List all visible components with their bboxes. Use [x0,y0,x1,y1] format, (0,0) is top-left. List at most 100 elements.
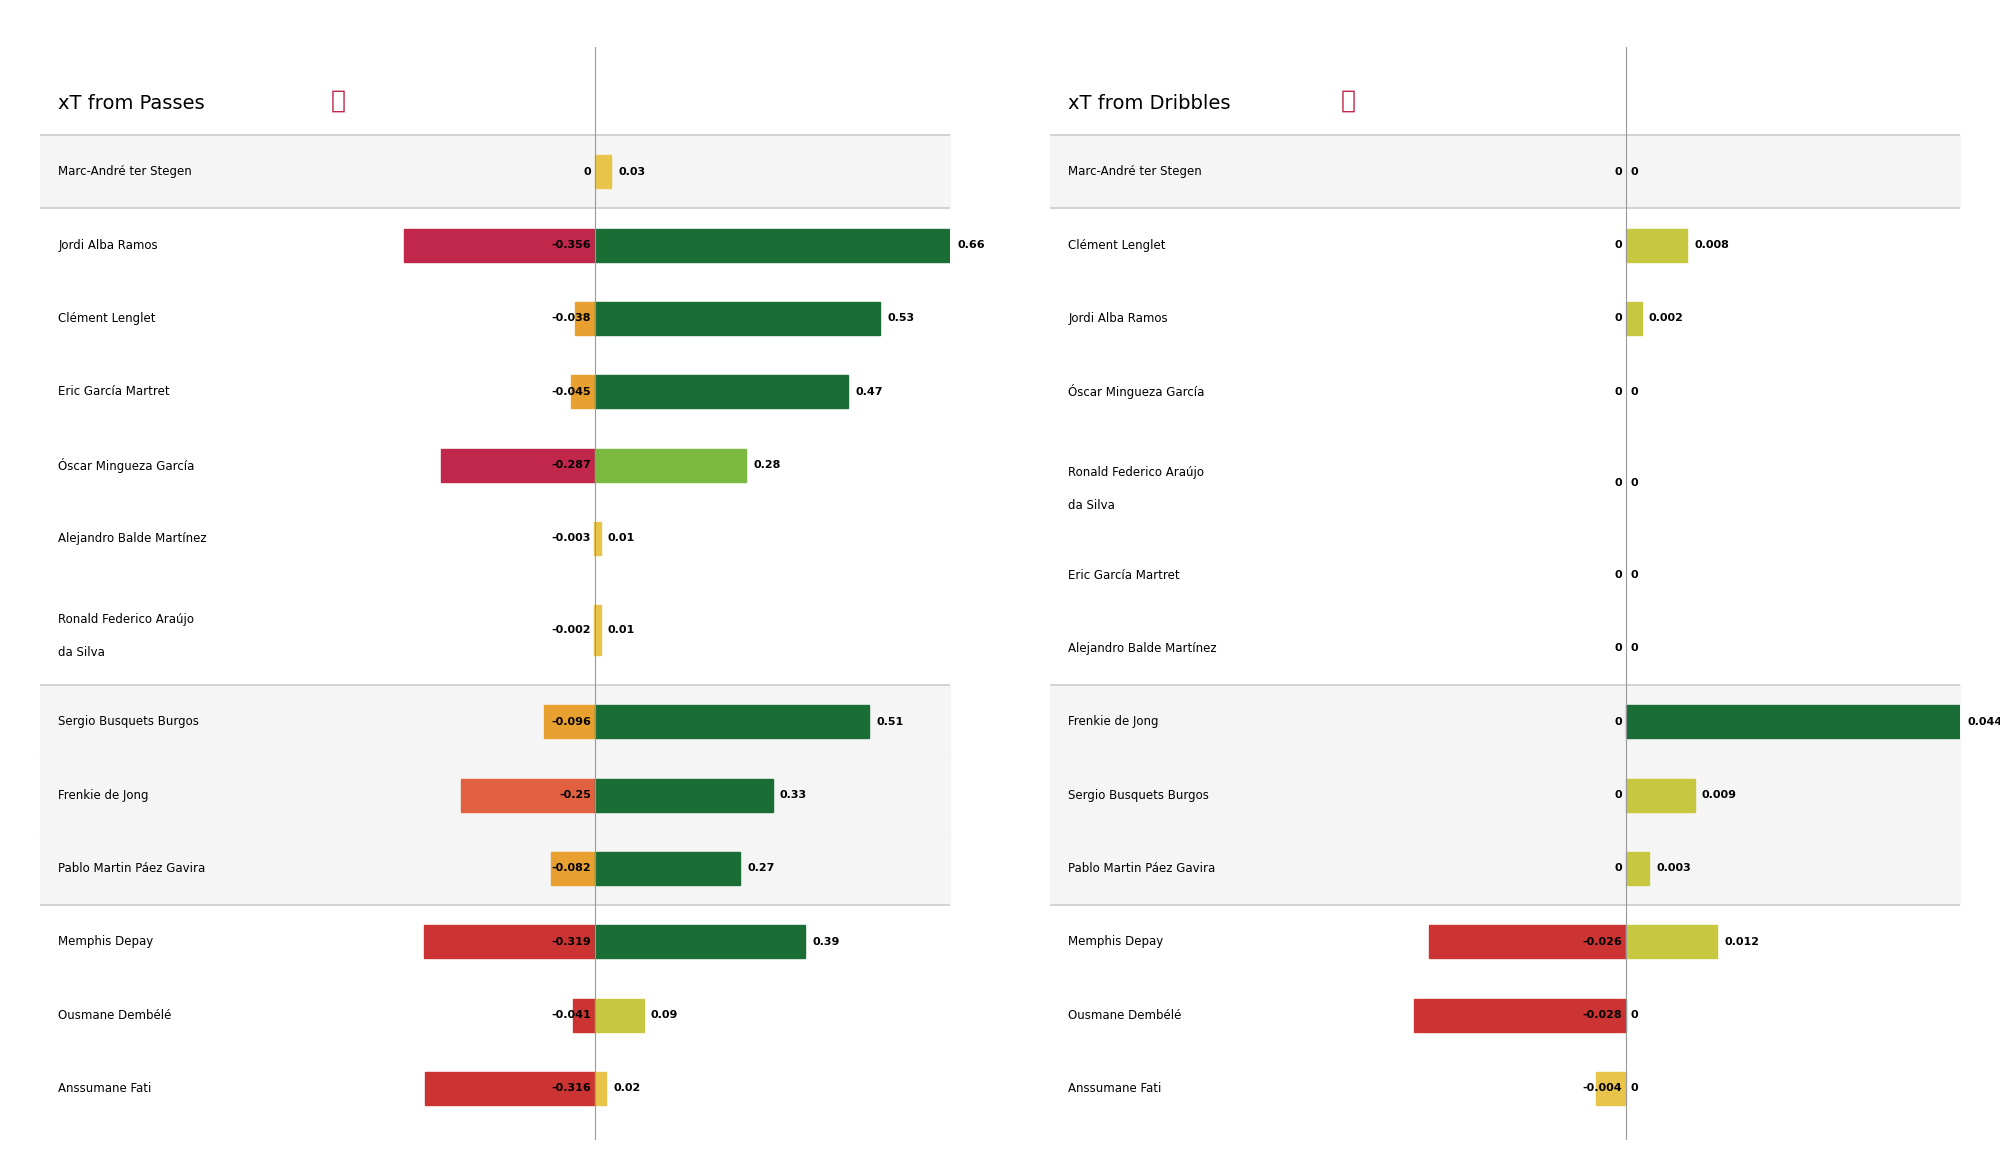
Bar [40,502,950,575]
Text: 0: 0 [1614,314,1622,323]
Bar [596,605,600,654]
Text: 0: 0 [1630,478,1638,489]
Bar [574,999,596,1032]
Text: -0.316: -0.316 [552,1083,590,1094]
Bar [40,429,950,502]
Text: 0.53: 0.53 [888,314,914,323]
Text: 0: 0 [1614,167,1622,176]
Bar [40,575,950,685]
Text: 0.66: 0.66 [958,240,984,250]
Bar [424,925,596,959]
Text: 0.33: 0.33 [780,790,808,800]
Text: 0: 0 [1630,1010,1638,1020]
Text: Memphis Depay: Memphis Depay [58,935,154,948]
Text: Clément Lenglet: Clément Lenglet [58,311,156,324]
Text: 0: 0 [1614,478,1622,489]
Bar [574,302,596,335]
Text: Eric García Martret: Eric García Martret [58,385,170,398]
Text: Marc-André ter Stegen: Marc-André ter Stegen [1068,166,1202,179]
Bar [596,1072,606,1104]
Bar [1626,302,1642,335]
Text: Ronald Federico Araújo: Ronald Federico Araújo [58,612,194,625]
Text: Sergio Busquets Burgos: Sergio Busquets Burgos [58,716,200,728]
Text: Frenkie de Jong: Frenkie de Jong [58,788,148,801]
Bar [40,355,950,429]
Bar [40,282,950,355]
Text: Frenkie de Jong: Frenkie de Jong [1068,716,1158,728]
Bar [40,832,950,905]
Text: -0.045: -0.045 [552,387,590,397]
Text: Óscar Mingueza García: Óscar Mingueza García [1068,384,1204,400]
Text: Óscar Mingueza García: Óscar Mingueza García [58,457,194,472]
Text: 0: 0 [1614,790,1622,800]
Bar [596,449,746,482]
Bar [596,155,612,188]
Text: -0.028: -0.028 [1582,1010,1622,1020]
Text: 0.09: 0.09 [650,1010,678,1020]
Text: -0.041: -0.041 [552,1010,590,1020]
Text: Memphis Depay: Memphis Depay [1068,935,1164,948]
Text: 0: 0 [1614,387,1622,397]
Text: 0.003: 0.003 [1656,864,1692,873]
Bar [1626,228,1688,262]
Bar [1050,208,1960,282]
Text: 0.01: 0.01 [608,625,636,634]
Bar [596,705,870,738]
Text: Ousmane Dembélé: Ousmane Dembélé [1068,1008,1182,1021]
Bar [552,852,596,885]
Bar [40,135,950,208]
Bar [1050,135,1960,208]
Bar [40,905,950,979]
Text: 0: 0 [1630,167,1638,176]
Bar [1626,852,1650,885]
Text: ⚽: ⚽ [1342,89,1356,113]
Text: 0.27: 0.27 [748,864,776,873]
Text: -0.002: -0.002 [552,625,590,634]
Text: -0.25: -0.25 [558,790,590,800]
Text: 0: 0 [1614,570,1622,580]
Text: da Silva: da Silva [1068,499,1116,512]
Text: 0.02: 0.02 [614,1083,640,1094]
Bar [1050,832,1960,905]
Text: -0.319: -0.319 [552,936,590,947]
Text: -0.287: -0.287 [552,461,590,470]
Bar [596,302,880,335]
Bar [1414,999,1626,1032]
Bar [40,758,950,832]
Text: Clément Lenglet: Clément Lenglet [1068,239,1166,251]
Text: 0.008: 0.008 [1694,240,1730,250]
Text: 0.03: 0.03 [618,167,646,176]
Text: Alejandro Balde Martínez: Alejandro Balde Martínez [58,532,206,545]
Text: 0: 0 [1614,717,1622,726]
Text: 0.47: 0.47 [856,387,882,397]
Text: 0.51: 0.51 [876,717,904,726]
Bar [1050,282,1960,355]
Bar [460,779,596,812]
Bar [596,779,772,812]
Text: 0: 0 [584,167,590,176]
Text: 0: 0 [1614,864,1622,873]
Text: -0.004: -0.004 [1582,1083,1622,1094]
Bar [1050,1052,1960,1126]
Text: Eric García Martret: Eric García Martret [1068,569,1180,582]
Text: -0.026: -0.026 [1582,936,1622,947]
Bar [1430,925,1626,959]
Bar [572,375,596,408]
Text: 0: 0 [1614,240,1622,250]
Text: Anssumane Fati: Anssumane Fati [1068,1082,1162,1095]
Text: -0.082: -0.082 [552,864,590,873]
Text: 0.01: 0.01 [608,533,636,543]
Text: Ousmane Dembélé: Ousmane Dembélé [58,1008,172,1021]
Bar [1626,779,1694,812]
Text: Alejandro Balde Martínez: Alejandro Balde Martínez [1068,642,1216,654]
Bar [596,522,600,555]
Bar [544,705,596,738]
Bar [596,228,950,262]
Bar [40,685,950,758]
Bar [404,228,596,262]
Text: 0.39: 0.39 [812,936,840,947]
Text: 0: 0 [1630,387,1638,397]
Bar [442,449,596,482]
Bar [596,999,644,1032]
Text: -0.003: -0.003 [552,533,590,543]
